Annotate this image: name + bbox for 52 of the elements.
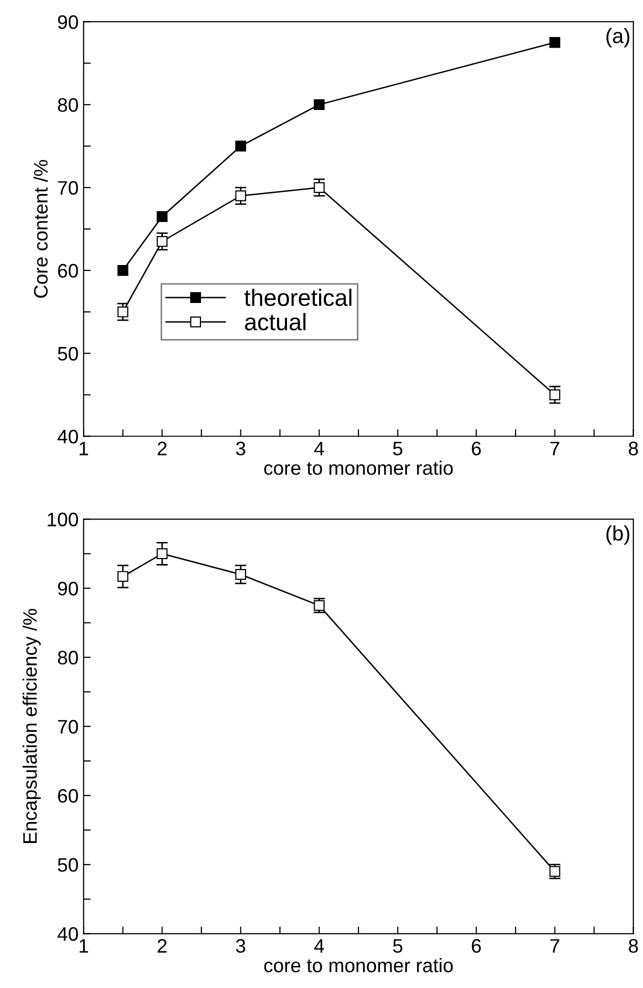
- x-tick-label: 5: [393, 939, 402, 953]
- annotation: (a): [606, 28, 630, 48]
- y-tick-label: 90: [58, 582, 78, 596]
- point: [314, 99, 325, 110]
- annotation: (b): [606, 525, 630, 545]
- x-tick-label: 5: [393, 442, 402, 456]
- y-tick-label: 50: [58, 346, 78, 361]
- point: [549, 866, 560, 877]
- x-axis-title: core to monomer ratio: [264, 958, 453, 972]
- x-tick-label: 1: [80, 939, 88, 953]
- point: [235, 190, 246, 202]
- point: [156, 236, 168, 247]
- point: [549, 389, 560, 400]
- y-tick-label: 60: [58, 788, 78, 803]
- y-axis-title: Encapsulation efficiency /%: [22, 608, 41, 843]
- x-tick-label: 7: [550, 939, 560, 953]
- y-tick-label: 80: [58, 98, 78, 112]
- x-tick-label: 3: [236, 442, 246, 456]
- y-tick-label: 50: [58, 858, 78, 872]
- y-tick-label: 40: [58, 430, 78, 444]
- y-tick-label: 70: [58, 181, 78, 195]
- x-tick-label: 2: [158, 939, 167, 953]
- x-tick-label: 6: [472, 939, 481, 953]
- x-tick-label: 2: [158, 442, 167, 456]
- x-tick-label: 8: [628, 939, 638, 953]
- x-tick-label: 3: [236, 939, 246, 953]
- point: [117, 265, 128, 276]
- x-tick-label: 4: [314, 442, 324, 456]
- point: [549, 37, 560, 48]
- x-tick-label: 6: [472, 442, 481, 456]
- legend-label: theoretical: [244, 288, 352, 306]
- y-tick-label: 80: [58, 650, 78, 665]
- y-tick-label: 40: [58, 927, 78, 941]
- point: [314, 182, 325, 193]
- x-tick-label: 7: [550, 442, 560, 456]
- point: [235, 140, 246, 152]
- point: [235, 569, 246, 580]
- x-tick-label: 8: [628, 442, 638, 456]
- point: [117, 571, 128, 582]
- point: [156, 548, 168, 560]
- y-tick-label: 100: [48, 512, 78, 526]
- x-tick-label: 1: [80, 442, 88, 456]
- point: [156, 211, 168, 222]
- y-tick-label: 70: [58, 720, 78, 734]
- y-tick-label: 60: [58, 264, 78, 278]
- legend-label: actual: [245, 313, 306, 330]
- y-axis-title: Core content /%: [33, 160, 48, 298]
- point: [314, 600, 325, 611]
- x-axis-title: core to monomer ratio: [264, 460, 453, 475]
- point: [117, 306, 128, 318]
- x-tick-label: 4: [314, 939, 324, 953]
- y-tick-label: 90: [58, 15, 78, 29]
